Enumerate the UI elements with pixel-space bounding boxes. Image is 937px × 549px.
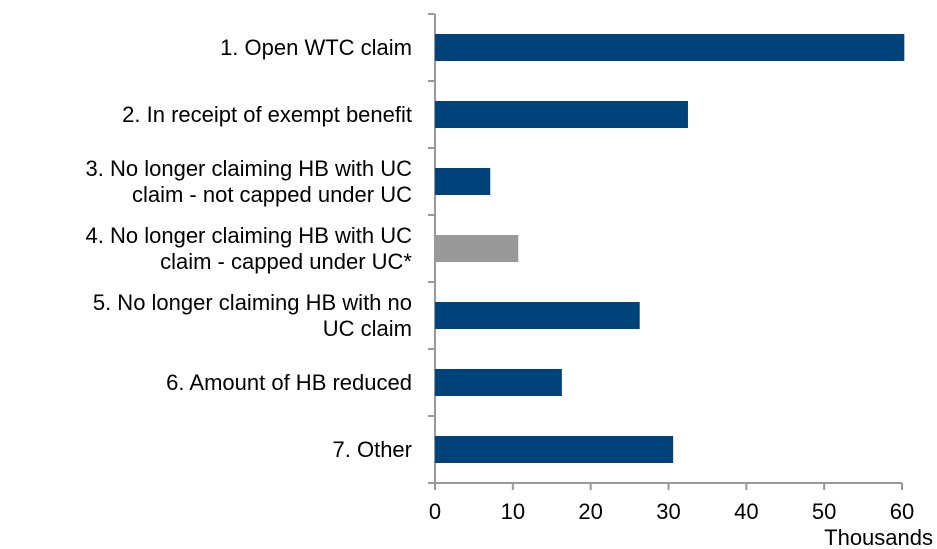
category-label: 3. No longer claiming HB with UC claim -…	[85, 155, 412, 207]
bar	[435, 34, 905, 61]
category-label: 1. Open WTC claim	[220, 34, 412, 60]
x-tick-label: 40	[734, 499, 758, 524]
bar	[435, 369, 562, 396]
x-tick-label: 30	[656, 499, 680, 524]
bar	[435, 235, 519, 262]
x-tick-label: 60	[890, 499, 914, 524]
bar	[435, 101, 688, 128]
category-label: 6. Amount of HB reduced	[166, 369, 412, 395]
x-axis-label: Thousands	[824, 525, 933, 549]
x-tick-label: 10	[501, 499, 525, 524]
category-label: 5. No longer claiming HB with no UC clai…	[92, 289, 412, 341]
category-label: 2. In receipt of exempt benefit	[122, 101, 412, 127]
category-label: 7. Other	[332, 436, 412, 462]
x-tick-label: 20	[578, 499, 602, 524]
category-label: 4. No longer claiming HB with UC claim -…	[85, 222, 412, 274]
bar	[435, 302, 640, 329]
bar	[435, 168, 491, 195]
bar	[435, 436, 674, 463]
x-tick-label: 0	[429, 499, 441, 524]
x-tick-label: 50	[812, 499, 836, 524]
